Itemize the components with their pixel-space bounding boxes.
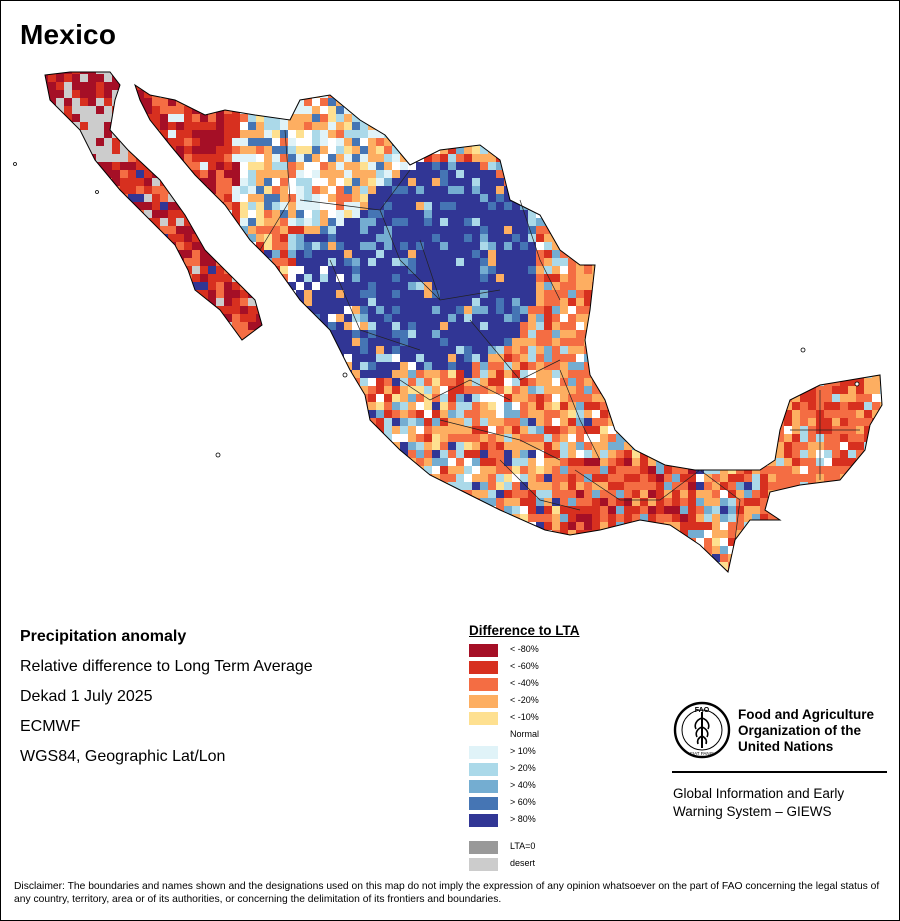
fao-divider: [672, 771, 887, 773]
info-line-3: ECMWF: [20, 718, 81, 735]
legend-label: < -10%: [510, 712, 539, 722]
giews-name: Global Information and Early Warning Sys…: [673, 785, 893, 821]
info-line-2: Dekad 1 July 2025: [20, 688, 153, 705]
legend-swatch: [469, 745, 498, 759]
legend-item: [469, 694, 498, 708]
legend-item: [469, 677, 498, 691]
legend-label: > 80%: [510, 814, 536, 824]
legend-swatch: [469, 813, 498, 827]
info-line-1: Relative difference to Long Term Average: [20, 658, 313, 675]
legend-item: [469, 762, 498, 776]
legend-swatch: [469, 840, 498, 854]
legend-swatch: [469, 711, 498, 725]
fao-name: Food and Agriculture Organization of the…: [738, 707, 888, 755]
legend-label: > 10%: [510, 746, 536, 756]
giews-line-1: Global Information and Early: [673, 786, 845, 801]
disclaimer: Disclaimer: The boundaries and names sho…: [14, 881, 880, 905]
anomaly-pixel-grid: [45, 72, 882, 572]
legend-label: < -60%: [510, 661, 539, 671]
legend-label: < -20%: [510, 695, 539, 705]
legend-label: Normal: [510, 729, 540, 739]
fao-logo-icon: FAO FIAT PANIS: [673, 701, 731, 759]
legend-item: [469, 813, 498, 827]
legend-swatch: [469, 857, 498, 871]
legend-item: [469, 745, 498, 759]
legend-label: > 40%: [510, 780, 536, 790]
legend-item: [469, 728, 498, 742]
legend-title: Difference to LTA: [469, 623, 580, 638]
legend-label: < -80%: [510, 644, 539, 654]
legend-item: [469, 711, 498, 725]
legend-swatch: [469, 796, 498, 810]
legend-item: [469, 643, 498, 657]
islands: [13, 162, 860, 458]
fao-logo-motto: FIAT PANIS: [690, 751, 714, 756]
legend-swatch: [469, 728, 498, 742]
legend-item: [469, 840, 498, 854]
legend-item: [469, 660, 498, 674]
info-line-4: WGS84, Geographic Lat/Lon: [20, 748, 226, 765]
fao-name-line-2: Organization of the: [738, 723, 861, 738]
legend-swatch: [469, 677, 498, 691]
legend-swatch: [469, 660, 498, 674]
legend-label: > 60%: [510, 797, 536, 807]
legend-item: [469, 796, 498, 810]
legend-swatch: [469, 643, 498, 657]
state-boundaries: [259, 129, 860, 541]
giews-line-2: Warning System – GIEWS: [673, 804, 832, 819]
legend-swatch: [469, 694, 498, 708]
fao-name-line-1: Food and Agriculture: [738, 707, 874, 722]
legend-label: LTA=0: [510, 841, 536, 851]
legend-label: < -40%: [510, 678, 539, 688]
legend-label: desert: [510, 858, 536, 868]
fao-name-line-3: United Nations: [738, 739, 834, 754]
legend-swatch: [469, 779, 498, 793]
legend-item: [469, 779, 498, 793]
map-title: Mexico: [20, 19, 117, 50]
legend-label: > 20%: [510, 763, 536, 773]
info-heading: Precipitation anomaly: [20, 628, 187, 645]
legend-item: [469, 857, 498, 871]
legend-swatch: [469, 762, 498, 776]
fao-logo-text: FAO: [695, 707, 710, 714]
